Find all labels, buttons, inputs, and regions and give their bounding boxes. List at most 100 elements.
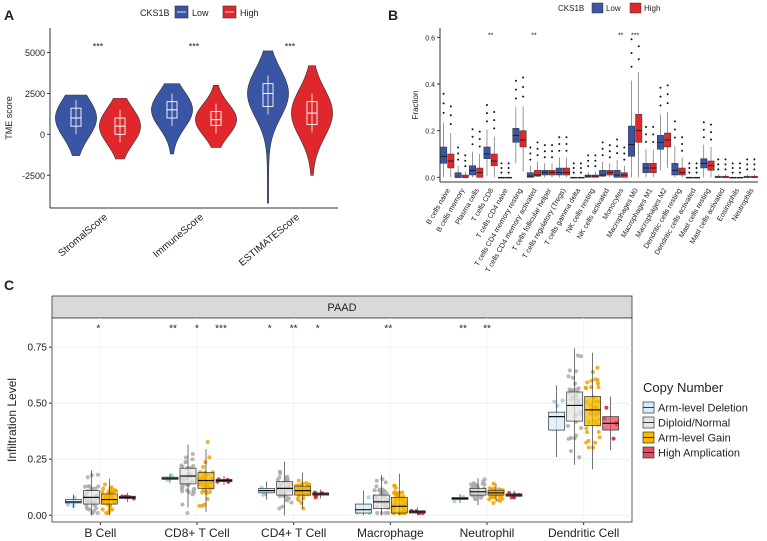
outlier-point — [449, 105, 452, 108]
outlier-point — [485, 120, 488, 123]
outlier-point — [695, 162, 698, 165]
jitter-point — [183, 460, 188, 465]
jitter-point — [555, 403, 560, 408]
jitter-point — [583, 385, 588, 390]
outlier-point — [608, 150, 611, 153]
jitter-point — [94, 506, 99, 511]
jitter-point — [296, 498, 301, 503]
outlier-point — [464, 159, 467, 162]
outlier-point — [702, 136, 705, 139]
outlier-point — [522, 86, 525, 89]
jitter-point — [185, 511, 190, 516]
outlier-point — [442, 92, 445, 95]
outlier-point — [738, 162, 741, 165]
outlier-point — [551, 150, 554, 153]
y-tick-label: 0.25 — [28, 455, 48, 466]
box-low — [526, 172, 534, 178]
outlier-point — [616, 138, 619, 141]
box-low — [454, 172, 462, 178]
box-arm-level-gain — [584, 396, 602, 426]
jitter-point — [207, 455, 212, 460]
outlier-point — [637, 58, 640, 61]
jitter-point — [205, 440, 210, 445]
outlier-point — [485, 112, 488, 115]
jitter-point — [87, 507, 92, 512]
significance-label: * — [195, 323, 199, 334]
outlier-point — [457, 146, 460, 149]
jitter-point — [180, 485, 185, 490]
outlier-point — [724, 163, 727, 166]
outlier-point — [529, 146, 532, 149]
jitter-point — [596, 385, 601, 390]
jitter-point — [284, 476, 289, 481]
outlier-point — [702, 128, 705, 131]
jitter-point — [391, 490, 396, 495]
jitter-point — [591, 445, 596, 450]
jitter-point — [396, 493, 401, 498]
outlier-point — [457, 152, 460, 155]
outlier-point — [500, 167, 503, 169]
jitter-point — [261, 492, 266, 497]
y-tick-label: 0.75 — [28, 343, 48, 354]
x-tick-label: ImmuneScore — [151, 212, 206, 261]
outlier-point — [688, 171, 691, 174]
outlier-point — [565, 136, 568, 139]
outlier-point — [753, 163, 756, 166]
jitter-point — [392, 483, 397, 488]
jitter-point — [567, 368, 572, 373]
legend-label: Arm-level Deletion — [658, 403, 748, 415]
significance-label: *** — [93, 41, 104, 51]
box-low — [440, 146, 448, 164]
facet-label: PAAD — [327, 302, 356, 314]
outlier-point — [681, 149, 684, 152]
significance-label: *** — [285, 41, 296, 51]
jitter-point — [109, 485, 114, 490]
outlier-point — [630, 38, 633, 41]
outlier-point — [688, 162, 691, 165]
box-high — [678, 167, 686, 176]
jitter-point — [89, 473, 94, 478]
box-low — [483, 146, 491, 159]
jitter-point — [372, 488, 377, 493]
jitter-point — [191, 463, 196, 468]
jitter-point — [93, 486, 98, 491]
y-tick-label: 0 — [40, 130, 45, 140]
jitter-point — [200, 503, 205, 508]
jitter-point — [102, 482, 107, 487]
outlier-point — [493, 127, 496, 130]
jitter-point — [65, 502, 70, 507]
outlier-point — [652, 133, 655, 136]
jitter-point — [278, 471, 283, 476]
box-high — [563, 167, 570, 176]
jitter-point — [586, 438, 591, 443]
jitter-point — [191, 488, 196, 493]
jitter-point — [203, 460, 208, 465]
outlier-point — [630, 65, 633, 68]
outlier-point — [529, 158, 532, 161]
box-arm-level-deletion — [354, 503, 372, 514]
outlier-point — [616, 152, 619, 155]
outlier-point — [608, 156, 611, 159]
y-tick-label: -2500 — [22, 171, 45, 181]
outlier-point — [558, 149, 561, 152]
jitter-point — [492, 495, 497, 500]
jitter-point — [595, 365, 600, 370]
jitter-point — [190, 457, 195, 462]
significance-label: ** — [459, 323, 467, 334]
legend-key — [591, 2, 604, 14]
y-tick-label: 2500 — [25, 89, 45, 99]
outlier-point — [644, 133, 647, 136]
violin-box — [210, 111, 222, 126]
jitter-point — [183, 455, 188, 460]
jitter-point — [593, 440, 598, 445]
outlier-point — [500, 171, 503, 174]
x-tick-label: CD4+ T Cell — [261, 526, 326, 540]
outlier-point — [507, 171, 510, 174]
violin-box — [262, 83, 274, 107]
jitter-point — [589, 385, 594, 390]
jitter-point — [96, 484, 101, 489]
outlier-point — [753, 158, 756, 161]
jitter-point — [383, 480, 388, 485]
jitter-point — [277, 506, 282, 511]
outlier-point — [710, 123, 713, 126]
